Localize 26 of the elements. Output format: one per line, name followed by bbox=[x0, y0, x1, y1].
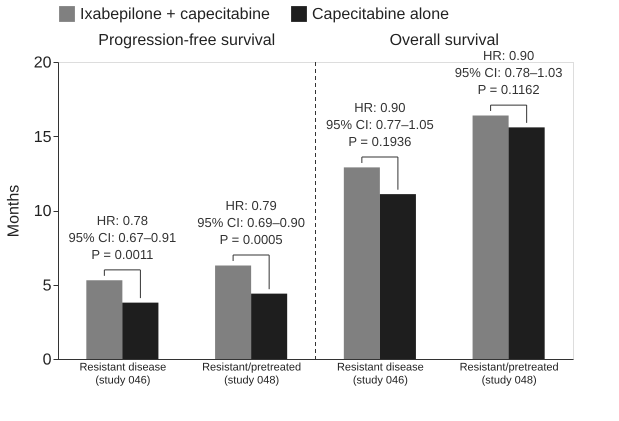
annotation: HR: 0.79 95% CI: 0.69–0.90 P = 0.0005 bbox=[197, 198, 305, 248]
bar bbox=[472, 115, 509, 359]
annotation: HR: 0.90 95% CI: 0.77–1.05 P = 0.1936 bbox=[326, 100, 434, 150]
bar bbox=[86, 280, 122, 359]
annotation: HR: 0.90 95% CI: 0.78–1.03 P = 0.1162 bbox=[454, 48, 562, 98]
x-tick-label: Resistant/pretreated (study 048) bbox=[202, 362, 302, 386]
x-tick-label: Resistant disease (study 046) bbox=[336, 362, 424, 386]
y-tick-label: 10 bbox=[34, 203, 52, 220]
text: Overall survival bbox=[390, 32, 499, 49]
x-tick-label: Resistant/pretreated (study 048) bbox=[460, 362, 559, 386]
bar bbox=[122, 302, 158, 359]
bar bbox=[380, 194, 416, 359]
bar bbox=[508, 127, 545, 359]
x-tick-label: Resistant disease (study 046) bbox=[79, 362, 166, 386]
y-tick-label: 20 bbox=[34, 54, 52, 72]
annotation: HR: 0.78 95% CI: 0.67–0.91 P = 0.0011 bbox=[68, 212, 176, 262]
y-tick-label: 5 bbox=[42, 277, 52, 294]
y-tick-label: 15 bbox=[34, 128, 52, 146]
bar bbox=[251, 294, 288, 359]
y-tick-label: 0 bbox=[42, 352, 52, 368]
legend-label: Capecitabine alone bbox=[312, 6, 450, 23]
y-axis-title: Months bbox=[6, 184, 23, 238]
bar bbox=[215, 265, 252, 359]
legend-label: Ixabepilone + capecitabine bbox=[80, 6, 270, 23]
text: Progression-free survival bbox=[98, 32, 276, 49]
bar bbox=[344, 167, 380, 359]
